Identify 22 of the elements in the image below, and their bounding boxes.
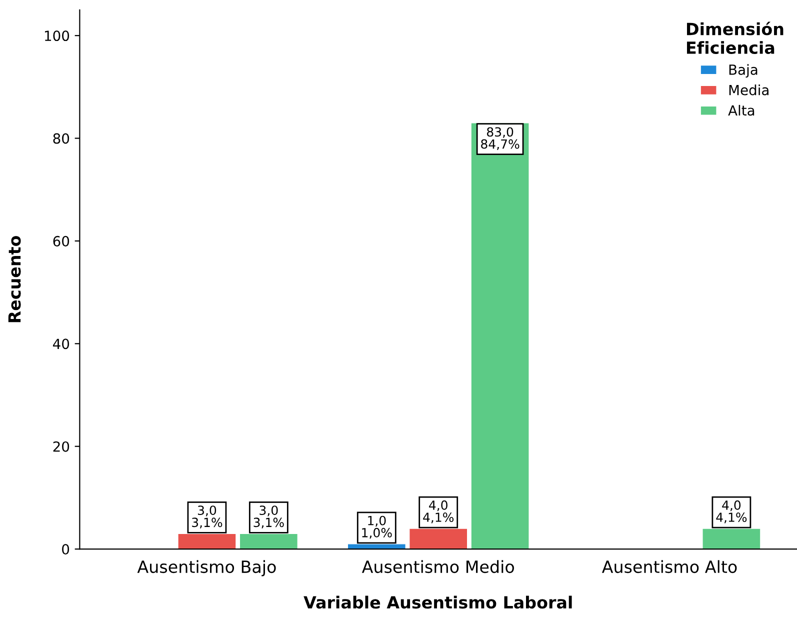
data-label: 3,0 3,1%	[192, 506, 222, 528]
x-axis-title: Variable Ausentismo Laboral	[304, 596, 572, 609]
legend-title: Dimensión Eficiencia	[686, 22, 784, 54]
x-tick-label: Ausentismo Bajo	[137, 560, 276, 576]
data-label: 4,0 4,1%	[423, 500, 454, 524]
x-tick-label: Ausentismo Medio	[362, 560, 514, 574]
legend-label: Baja	[729, 64, 758, 78]
y-tick-label: 80	[53, 133, 70, 144]
data-label: 4,0 4,1%	[716, 500, 747, 524]
data-label: 3,0 3,1%	[254, 506, 284, 528]
y-tick-label: 20	[53, 441, 70, 452]
data-label: 1,0 1,0%	[362, 516, 392, 539]
y-tick-label: 0	[62, 544, 70, 555]
y-axis-title: Recuento	[8, 236, 21, 322]
legend-label: Media	[729, 84, 768, 96]
legend-label: Alta	[728, 104, 754, 116]
bar	[470, 122, 530, 550]
x-tick-label: Ausentismo Alto	[602, 560, 737, 574]
data-label: 83,0 84,7%	[481, 127, 520, 150]
y-tick-label: 100	[44, 30, 70, 42]
y-tick-label: 40	[52, 338, 70, 350]
y-tick-label: 60	[53, 236, 70, 246]
